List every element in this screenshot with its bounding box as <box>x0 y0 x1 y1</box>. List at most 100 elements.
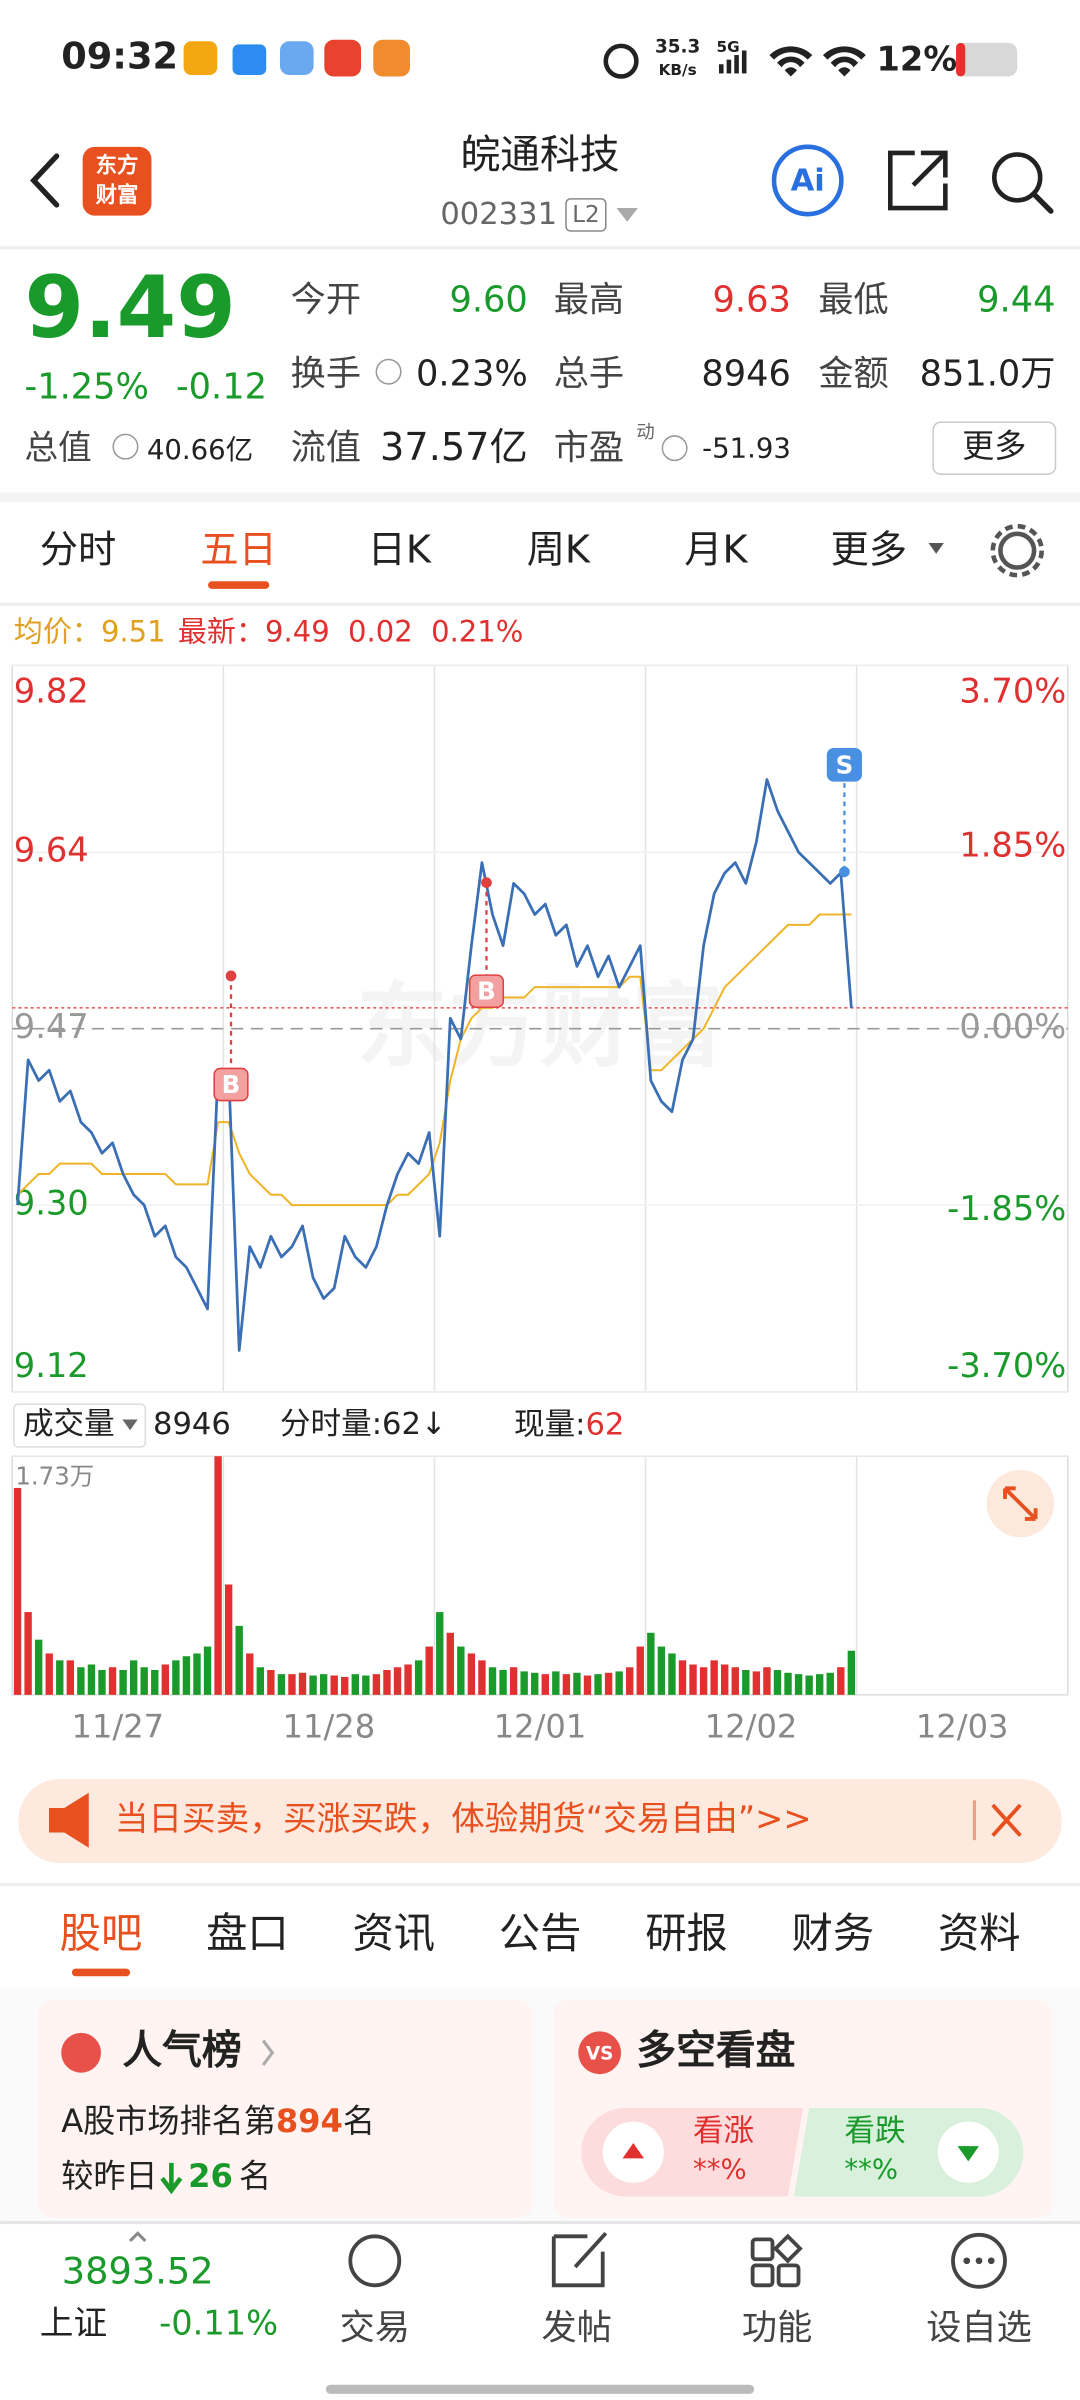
trade-mark-dot <box>225 970 237 982</box>
signal-icons <box>718 46 866 77</box>
volume-bar <box>657 1646 666 1695</box>
legend-change: 0.02 <box>348 614 413 648</box>
chart-tab[interactable]: 月K <box>684 529 748 573</box>
chart-tab[interactable]: 周K <box>527 529 591 573</box>
down-arrow <box>160 2162 183 2195</box>
search-button[interactable] <box>992 152 1054 214</box>
banner-text: 当日买卖，买涨买跌，体验期货“交易自由”>> <box>115 1799 812 1838</box>
nav-dots <box>963 2257 995 2265</box>
back-button[interactable] <box>30 153 60 208</box>
volume-selector[interactable] <box>13 1403 147 1448</box>
volume-bar <box>847 1650 856 1695</box>
volume-bar <box>509 1667 518 1695</box>
more-button[interactable] <box>932 421 1057 475</box>
volume-bar <box>615 1671 623 1695</box>
volume-bar <box>224 1584 233 1695</box>
volume-bar <box>837 1667 845 1695</box>
volume-bar <box>562 1674 571 1695</box>
ai-button[interactable] <box>771 144 844 217</box>
volume-dropdown <box>122 1419 138 1431</box>
bear-arrow <box>957 2146 980 2162</box>
nav-item[interactable]: 发帖 <box>542 2308 612 2349</box>
rank-value: 894 <box>276 2102 343 2140</box>
volume-bar <box>668 1653 676 1695</box>
info-tab[interactable]: 股吧 <box>60 1910 143 1958</box>
bear-value: **% <box>844 2154 898 2186</box>
volume-bar <box>66 1660 75 1695</box>
legend-avg-value: 9.51 <box>101 614 166 648</box>
info-tab[interactable]: 研报 <box>645 1910 728 1958</box>
volume-bar <box>341 1676 349 1695</box>
logo-line: 财富 <box>96 182 139 208</box>
volume-bar <box>467 1653 476 1695</box>
volume-bar <box>214 1456 222 1695</box>
legend-avg-name: 均价： <box>14 614 101 648</box>
change-pct: -1.25% <box>25 367 149 408</box>
info-tab[interactable]: 资讯 <box>352 1910 435 1958</box>
index-expand[interactable] <box>128 2231 147 2242</box>
rank-suffix: 名 <box>343 2102 375 2140</box>
nav-item[interactable]: 交易 <box>340 2308 410 2349</box>
net-speed-unit: KB/s <box>659 61 697 79</box>
bull-label: 看涨 <box>693 2114 754 2149</box>
volume-bar <box>182 1656 191 1695</box>
volume-bar <box>404 1664 412 1695</box>
volume-bar <box>773 1670 782 1695</box>
field-value: 9.44 <box>977 279 1055 320</box>
expand-button[interactable] <box>986 1469 1054 1538</box>
trade-mark-box <box>826 747 862 782</box>
info-tab[interactable]: 财务 <box>792 1910 875 1958</box>
field-label: 流值 <box>291 428 361 469</box>
stock-name: 皖通科技 <box>460 132 619 178</box>
tab-indicator <box>208 581 270 589</box>
volume-bar <box>362 1675 370 1695</box>
volume-bar <box>372 1674 381 1695</box>
info-tab[interactable]: 盘口 <box>206 1910 289 1958</box>
field-label: 换手 <box>291 354 361 395</box>
chart-tab[interactable]: 五日 <box>200 529 276 573</box>
y-tick-label: 9.64 <box>14 831 89 870</box>
y2-tick-label: -3.70% <box>947 1346 1066 1385</box>
settings-button[interactable] <box>990 523 1045 578</box>
volume-bar <box>678 1660 687 1695</box>
nav-item[interactable]: 设自选 <box>926 2308 1032 2349</box>
chart-tab[interactable]: 更多 <box>831 529 907 573</box>
share-button[interactable] <box>887 150 948 211</box>
popularity-card[interactable] <box>38 1999 533 2218</box>
volume-bar <box>520 1671 528 1695</box>
volume-bar <box>710 1660 718 1695</box>
index-value[interactable]: 3893.52 <box>62 2250 214 2293</box>
volume-total: 8946 <box>153 1407 231 1442</box>
info-icon <box>661 435 688 462</box>
volume-chart-frame <box>11 1455 1069 1696</box>
banner-close[interactable] <box>991 1803 1022 1837</box>
level-dropdown[interactable] <box>616 208 638 222</box>
volume-bar <box>604 1672 613 1695</box>
volume-bar <box>499 1670 507 1695</box>
y2-tick-label: -1.85% <box>947 1189 1066 1228</box>
volume-bar <box>288 1674 296 1695</box>
volume-bar <box>594 1674 602 1695</box>
battery-text: 12% <box>877 40 958 79</box>
info-tab[interactable]: 资料 <box>938 1910 1021 1958</box>
rank-change-suffix: 名 <box>239 2157 271 2195</box>
trade-mark-label: S <box>836 750 854 779</box>
volume-bar <box>45 1653 53 1695</box>
volume-bar <box>87 1664 96 1695</box>
volume-bar <box>393 1667 402 1695</box>
volume-bar <box>446 1632 454 1695</box>
volume-bar <box>573 1672 581 1695</box>
volume-bar <box>636 1646 644 1695</box>
volume-bar <box>647 1632 655 1695</box>
index-name: 上证 <box>40 2304 107 2343</box>
level-text: L2 <box>572 202 599 228</box>
chart-tab[interactable]: 分时 <box>40 529 116 573</box>
nav-item[interactable]: 功能 <box>742 2308 812 2349</box>
volume-bar <box>742 1670 750 1695</box>
volume-chart: 1.73万 11/27 11/28 12/01 12/02 12/03 <box>12 1455 1068 1745</box>
promo-banner[interactable] <box>18 1778 1062 1864</box>
info-tab[interactable]: 公告 <box>499 1910 582 1958</box>
chart-tab[interactable]: 日K <box>368 529 432 573</box>
trade-mark-label: B <box>222 1070 241 1099</box>
